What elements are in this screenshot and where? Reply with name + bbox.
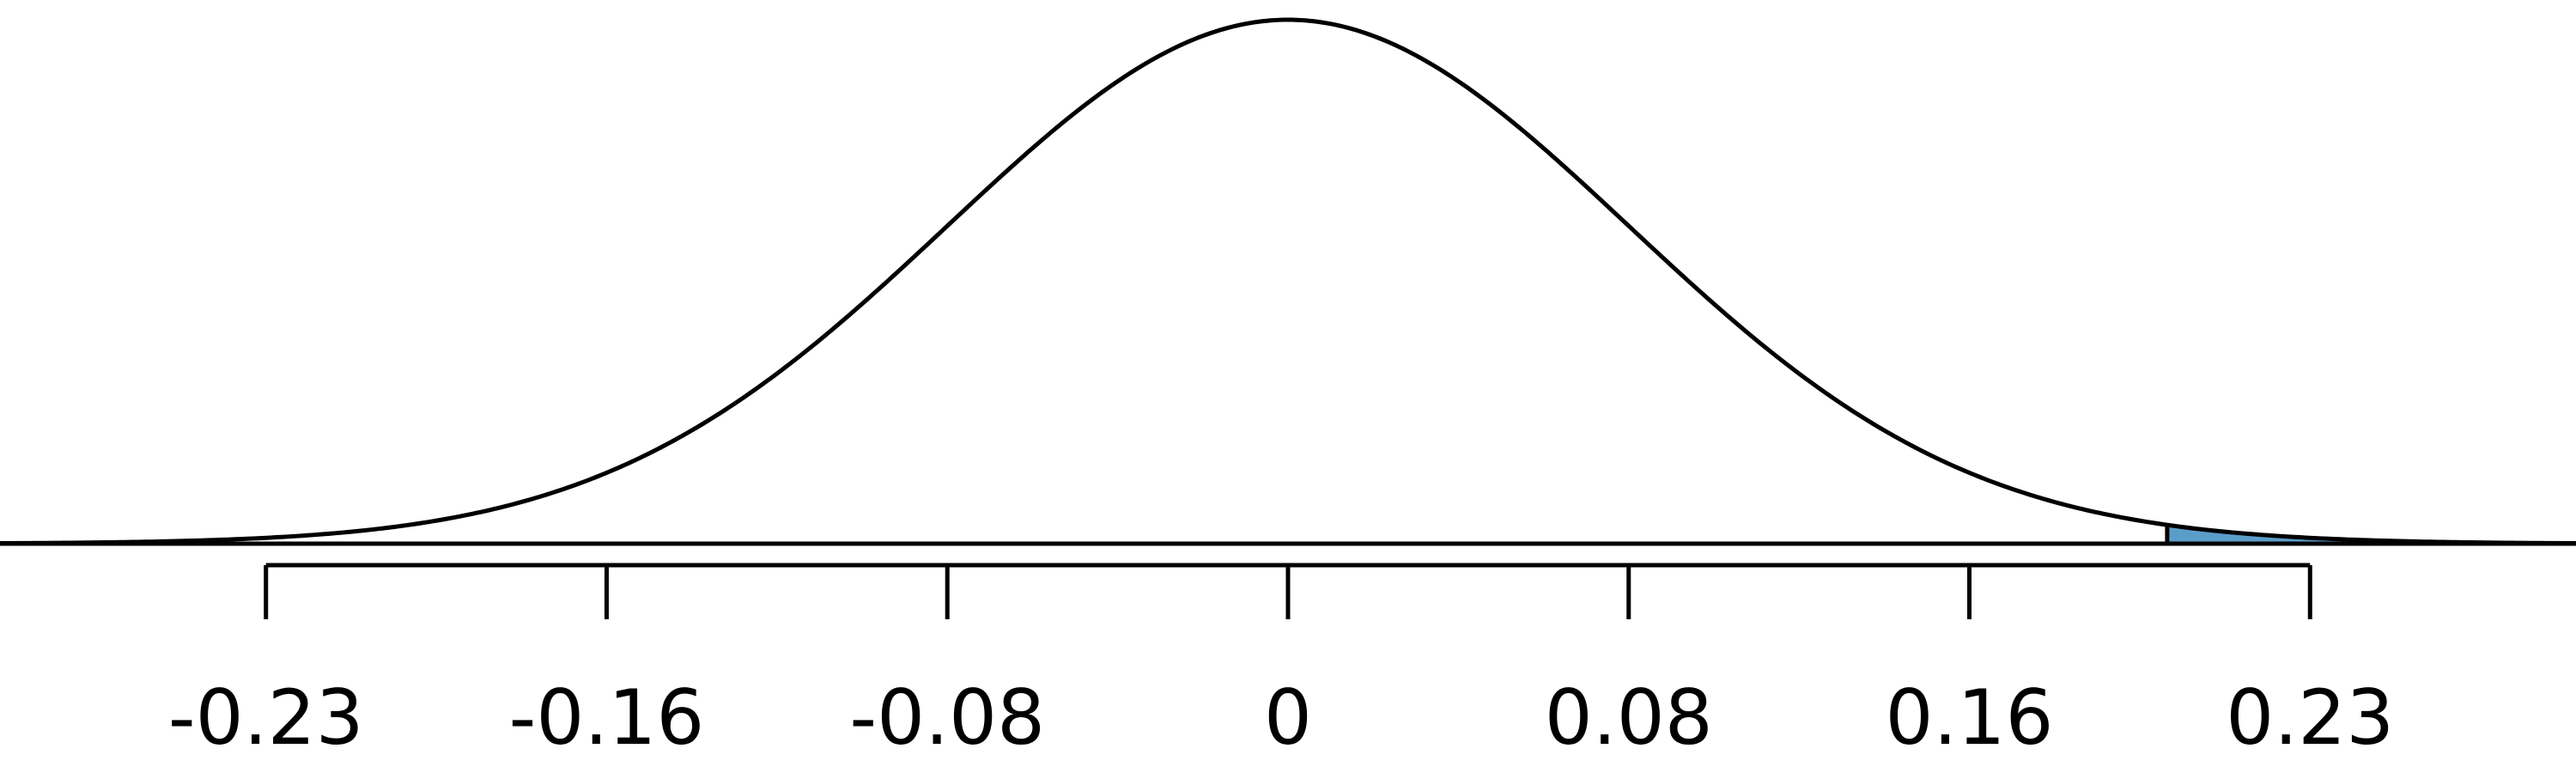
shaded-tail xyxy=(2166,525,2576,544)
x-tick-label: 0.08 xyxy=(1545,673,1713,762)
x-tick-label: 0 xyxy=(1264,673,1312,762)
x-tick-label: 0.23 xyxy=(2226,673,2394,762)
x-tick-label: -0.08 xyxy=(849,673,1045,762)
density-curve xyxy=(0,17,2576,546)
x-tick-label: 0.16 xyxy=(1886,673,2054,762)
x-tick-label: -0.16 xyxy=(509,673,705,762)
x-tick-label: -0.23 xyxy=(168,673,364,762)
